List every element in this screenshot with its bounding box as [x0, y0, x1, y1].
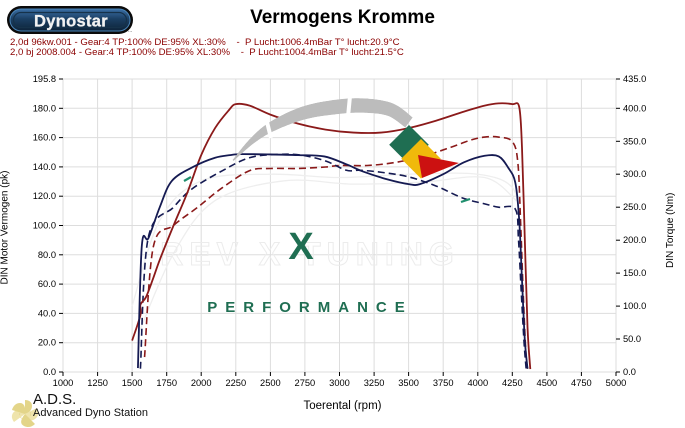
svg-text:80.0: 80.0: [38, 250, 56, 260]
svg-text:3500: 3500: [398, 378, 419, 388]
svg-text:20.0: 20.0: [38, 338, 56, 348]
svg-text:40.0: 40.0: [38, 308, 56, 318]
svg-text:PERFORMANCE: PERFORMANCE: [207, 299, 413, 316]
svg-text:4750: 4750: [571, 378, 592, 388]
svg-text:X: X: [288, 226, 314, 268]
svg-text:4500: 4500: [537, 378, 558, 388]
svg-text:50.0: 50.0: [623, 334, 641, 344]
svg-text:2500: 2500: [260, 378, 281, 388]
svg-text:0.0: 0.0: [43, 367, 56, 377]
svg-text:200.0: 200.0: [623, 235, 646, 245]
svg-text:0.0: 0.0: [623, 367, 636, 377]
svg-text:1250: 1250: [87, 378, 108, 388]
svg-text:100.0: 100.0: [623, 301, 646, 311]
svg-text:1750: 1750: [156, 378, 177, 388]
svg-text:350.0: 350.0: [623, 136, 646, 146]
svg-text:4000: 4000: [467, 378, 488, 388]
svg-text:2000: 2000: [191, 378, 212, 388]
svg-text:3000: 3000: [329, 378, 350, 388]
svg-text:435.0: 435.0: [623, 74, 646, 84]
svg-text:5000: 5000: [606, 378, 627, 388]
svg-text:140.0: 140.0: [33, 162, 56, 172]
svg-text:195.8: 195.8: [33, 74, 56, 84]
svg-text:1000: 1000: [53, 378, 74, 388]
svg-text:250.0: 250.0: [623, 202, 646, 212]
svg-text:3750: 3750: [433, 378, 454, 388]
svg-text:60.0: 60.0: [38, 279, 56, 289]
svg-text:1500: 1500: [122, 378, 143, 388]
svg-text:2750: 2750: [295, 378, 316, 388]
svg-text:400.0: 400.0: [623, 103, 646, 113]
svg-text:3250: 3250: [364, 378, 385, 388]
svg-text:120.0: 120.0: [33, 191, 56, 201]
svg-text:2250: 2250: [225, 378, 246, 388]
svg-text:300.0: 300.0: [623, 169, 646, 179]
svg-text:4250: 4250: [502, 378, 523, 388]
svg-text:100.0: 100.0: [33, 221, 56, 231]
svg-text:150.0: 150.0: [623, 268, 646, 278]
svg-text:160.0: 160.0: [33, 133, 56, 143]
svg-text:180.0: 180.0: [33, 103, 56, 113]
